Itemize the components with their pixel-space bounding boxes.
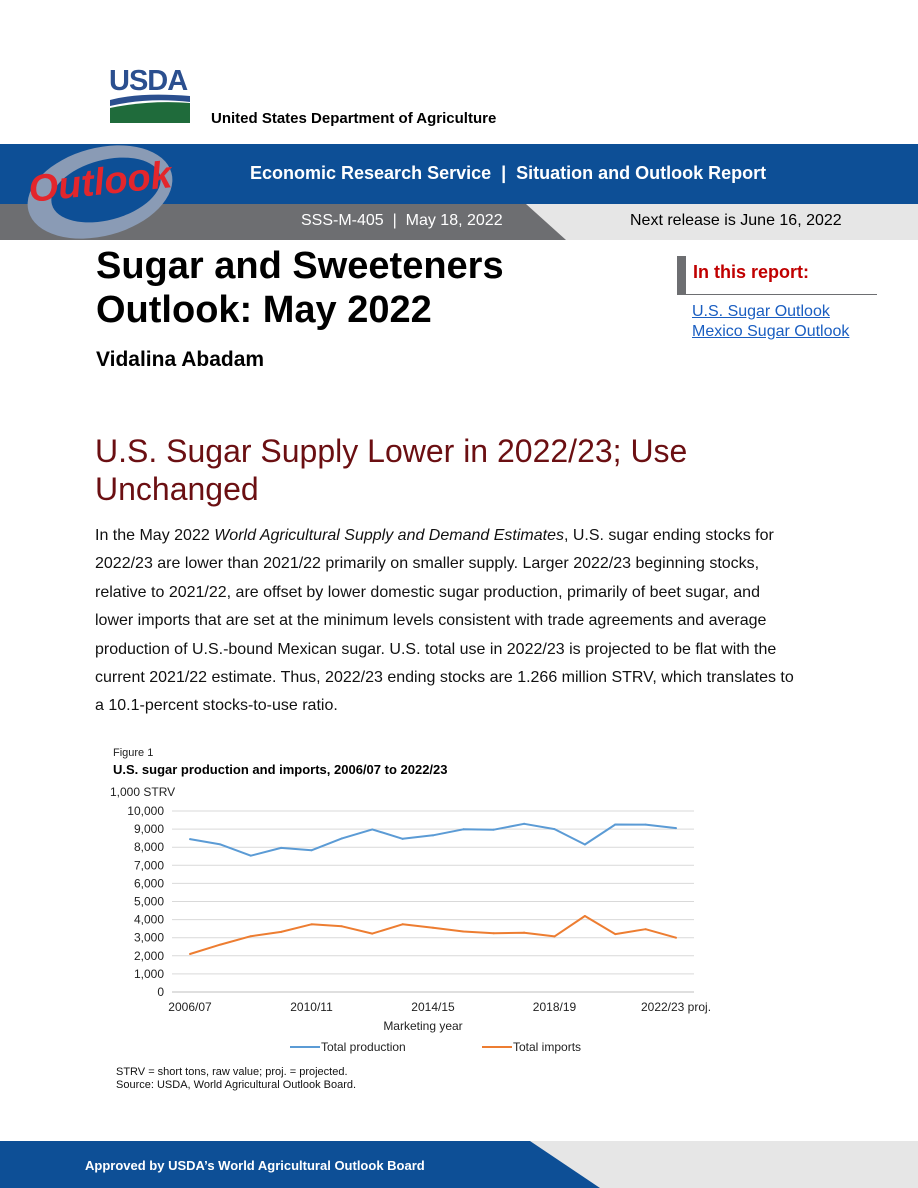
series-0-point (340, 837, 343, 840)
series-0-point (553, 828, 556, 831)
chart-legend: Total production Total imports (290, 1040, 581, 1054)
in-this-report-box (677, 256, 877, 295)
usda-logo-graphic (110, 94, 190, 123)
series-1-point (614, 933, 617, 936)
section-heading: U.S. Sugar Supply Lower in 2022/23; Use … (95, 433, 688, 507)
y-tick-label: 0 (157, 985, 164, 999)
series-0-point (219, 843, 222, 846)
series-0-point (310, 849, 313, 852)
series-line-1 (189, 915, 677, 955)
outlook-logo: Outlook (27, 145, 176, 239)
series-0-point (492, 828, 495, 831)
usda-logo-text: USDA (109, 65, 188, 97)
legend-label-0: Total production (321, 1040, 406, 1054)
x-tick-label: 2010/11 (290, 1000, 333, 1014)
series-1-point (644, 928, 647, 931)
legend-label-1: Total imports (513, 1040, 581, 1054)
x-tick-label: 2022/23 proj. (641, 1000, 711, 1014)
body-text-prefix: In the May 2022 (95, 527, 215, 544)
series-0-point (644, 823, 647, 826)
y-tick-label: 4,000 (134, 913, 164, 927)
chart-axes: 1,000 STRV 0 1,000 2,000 3,000 4,000 5,000 6,00… (110, 785, 711, 1033)
chart-series (189, 822, 677, 955)
series-0-point (280, 846, 283, 849)
series-1-point (492, 932, 495, 935)
series-0-point (401, 837, 404, 840)
footer-text: Approved by USDA’s World Agricultural Ou… (85, 1158, 425, 1173)
footer-band-blue (0, 1141, 600, 1188)
series-1-point (432, 926, 434, 929)
series-0-point (614, 823, 617, 826)
figure-title: U.S. sugar production and imports, 2006/… (113, 762, 448, 777)
series-1-point (280, 930, 283, 933)
series-0-point (189, 838, 191, 841)
y-tick-label: 9,000 (134, 822, 164, 836)
series-0-point (432, 834, 434, 837)
department-name: United States Department of Agriculture (211, 110, 497, 127)
series-0-point (462, 828, 465, 831)
figure-note-source: Source: USDA, World Agricultural Outlook… (116, 1079, 357, 1091)
series-1-point (371, 932, 374, 935)
series-1-point (523, 931, 526, 934)
x-tick-label: 2006/07 (168, 1000, 212, 1014)
usda-logo: USDA (109, 66, 191, 124)
y-tick-label: 10,000 (127, 804, 164, 818)
series-1-point (583, 914, 586, 917)
figure-label: Figure 1 (113, 747, 154, 759)
series-0-point (523, 822, 526, 825)
x-tick-label: 2018/19 (533, 1000, 577, 1014)
y-tick-label: 8,000 (134, 840, 164, 854)
series-1-point (675, 936, 677, 939)
series-1-point (340, 925, 343, 928)
author-name: Vidalina Abadam (96, 348, 265, 371)
series-line-0 (189, 822, 677, 857)
series-1-point (310, 923, 313, 926)
series-1-point (553, 935, 556, 938)
toc-link-us-sugar[interactable]: U.S. Sugar Outlook (692, 303, 830, 320)
y-tick-label: 5,000 (134, 895, 164, 909)
y-tick-label: 7,000 (134, 858, 164, 872)
series-0-point (371, 828, 374, 831)
series-1-point (462, 930, 465, 933)
series-0-point (675, 827, 677, 830)
report-id: SSS-M-405 | May 18, 2022 (301, 212, 503, 229)
figure-note: STRV = short tons, raw value; proj. = pr… (116, 1066, 356, 1092)
wasde-title: World Agricultural Supply and Demand Est… (214, 527, 564, 544)
series-0-point (249, 854, 252, 857)
in-this-report-heading: In this report: (693, 262, 809, 282)
series-1-point (249, 935, 252, 938)
body-paragraph: In the May 2022 World Agricultural Suppl… (95, 522, 800, 721)
series-1-point (401, 923, 404, 926)
x-axis-label: Marketing year (383, 1019, 462, 1033)
report-title-line1: Sugar and Sweeteners (96, 245, 504, 287)
y-tick-label: 1,000 (134, 967, 164, 981)
body-text-rest: , U.S. sugar ending stocks for 2022/23 a… (95, 527, 794, 715)
x-tick-label: 2014/15 (411, 1000, 455, 1014)
next-release-date: Next release is June 16, 2022 (630, 212, 842, 229)
series-1-point (189, 952, 191, 955)
toc-link-mexico-sugar[interactable]: Mexico Sugar Outlook (692, 323, 850, 340)
y-tick-label: 3,000 (134, 931, 164, 945)
y-tick-label: 2,000 (134, 949, 164, 963)
y-tick-label: 6,000 (134, 876, 164, 890)
production-imports-chart: 1,000 STRV 0 1,000 2,000 3,000 4,000 5,000 6,00… (110, 785, 711, 1054)
series-1-point (219, 943, 222, 946)
report-title: Sugar and Sweeteners Outlook: May 2022 (96, 244, 596, 332)
series-0-point (583, 843, 586, 846)
figure-note-abbrev: STRV = short tons, raw value; proj. = pr… (116, 1066, 348, 1078)
y-axis-label: 1,000 STRV (110, 785, 175, 799)
report-title-line2: Outlook: May 2022 (96, 289, 432, 331)
chart-grid (172, 810, 694, 993)
banner-title: Economic Research Service | Situation an… (250, 163, 767, 183)
